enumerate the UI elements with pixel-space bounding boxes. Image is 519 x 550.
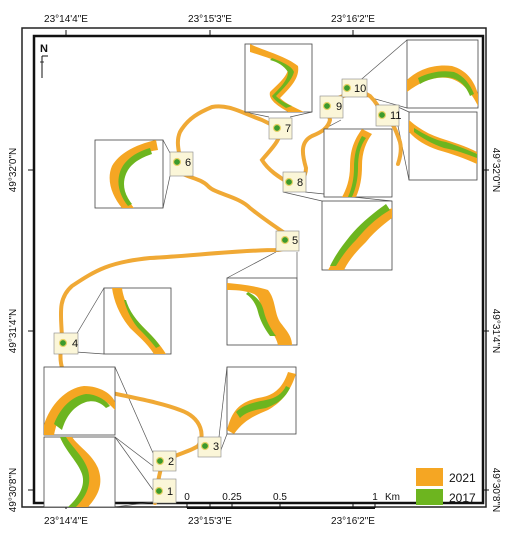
coord-top-2: 23°15'3"E bbox=[188, 14, 232, 25]
site-label-5: 5 bbox=[292, 235, 298, 247]
site-label-11: 11 bbox=[390, 110, 401, 122]
scale-unit: Km bbox=[385, 492, 400, 503]
inset-site-6 bbox=[94, 139, 164, 209]
scale-tick-05: 0.5 bbox=[273, 492, 287, 503]
site-4: 4 bbox=[53, 332, 79, 355]
inset-site-2 bbox=[43, 366, 116, 436]
inset-site-9 bbox=[321, 200, 393, 271]
inset-site-3 bbox=[226, 366, 297, 435]
site-6: 6 bbox=[169, 151, 194, 177]
inset-site-10 bbox=[406, 39, 479, 109]
coord-top-1: 23°14'4"E bbox=[44, 14, 88, 25]
scale-tick-0: 0 bbox=[184, 492, 190, 503]
site-label-4: 4 bbox=[72, 338, 78, 350]
inset-site-8 bbox=[323, 128, 393, 198]
coord-right-3: 49°30'8"N bbox=[490, 468, 501, 513]
inset-connectors bbox=[75, 39, 410, 508]
site-8: 8 bbox=[282, 171, 307, 193]
inset-site-4 bbox=[103, 287, 172, 355]
site-7: 7 bbox=[268, 117, 293, 140]
scale-tick-025: 0.25 bbox=[222, 492, 242, 503]
site-label-10: 10 bbox=[354, 83, 366, 95]
coord-bottom-2: 23°15'3"E bbox=[188, 516, 232, 527]
scale-bar: 0 0.25 0.5 1 Km bbox=[184, 492, 400, 509]
coord-right-1: 49°32'0"N bbox=[490, 148, 501, 193]
legend: 2021 2017 bbox=[416, 468, 476, 505]
north-arrow-icon: N bbox=[40, 43, 48, 78]
site-label-9: 9 bbox=[336, 101, 342, 113]
north-label: N bbox=[40, 43, 48, 55]
inset-site-1 bbox=[43, 436, 116, 508]
legend-swatch-2021 bbox=[416, 468, 443, 486]
coord-left-3: 49°30'8"N bbox=[8, 468, 19, 513]
site-3: 3 bbox=[197, 436, 222, 458]
site-1: 1 bbox=[152, 478, 177, 504]
inset-site-5 bbox=[226, 277, 298, 346]
site-10: 10 bbox=[341, 78, 368, 98]
coord-bottom-3: 23°16'2"E bbox=[331, 516, 375, 527]
site-label-6: 6 bbox=[185, 157, 191, 169]
inset-site-7 bbox=[244, 43, 313, 113]
coord-right-2: 49°31'4"N bbox=[490, 309, 501, 354]
site-2: 2 bbox=[152, 450, 177, 472]
site-label-3: 3 bbox=[213, 441, 219, 453]
site-11: 11 bbox=[375, 104, 401, 127]
legend-label-2017: 2017 bbox=[449, 491, 476, 505]
coord-top-3: 23°16'2"E bbox=[331, 14, 375, 25]
coord-left-2: 49°31'4"N bbox=[8, 309, 19, 354]
coord-bottom-1: 23°14'4"E bbox=[44, 516, 88, 527]
scale-tick-1: 1 bbox=[372, 492, 378, 503]
inset-site-11 bbox=[408, 111, 478, 181]
site-label-2: 2 bbox=[168, 456, 174, 468]
site-label-8: 8 bbox=[297, 177, 303, 189]
site-9: 9 bbox=[319, 95, 344, 119]
site-label-7: 7 bbox=[285, 123, 291, 135]
site-label-1: 1 bbox=[167, 486, 173, 498]
legend-label-2021: 2021 bbox=[449, 471, 476, 485]
legend-swatch-2017 bbox=[416, 489, 443, 505]
coord-left-1: 49°32'0"N bbox=[8, 148, 19, 193]
site-5: 5 bbox=[275, 230, 300, 252]
